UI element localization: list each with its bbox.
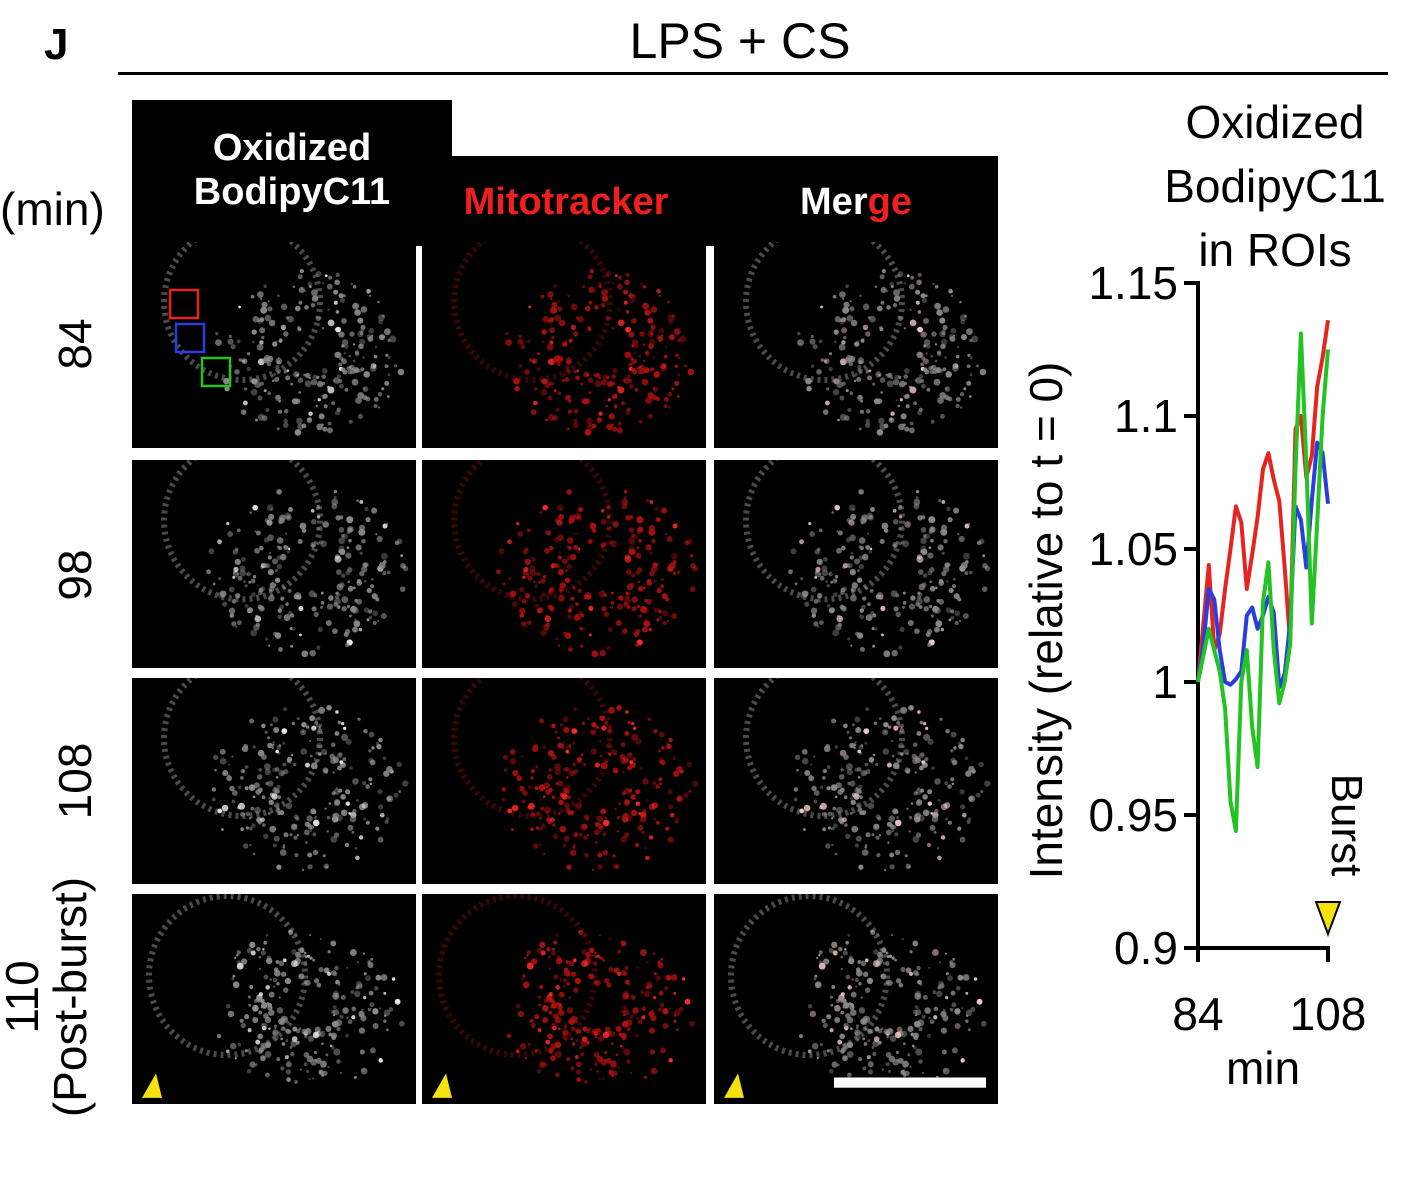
burst-arrowhead-icon [1314, 901, 1342, 937]
y-tick-label: 0.95 [1088, 789, 1178, 841]
row-label-98: 98 [49, 549, 101, 601]
y-tick-label: 0.9 [1114, 922, 1178, 974]
condition-divider [118, 72, 1388, 75]
y-tick-label: 1 [1152, 656, 1178, 708]
y-tick-label: 1.05 [1088, 523, 1178, 575]
burst-label: Burst [1322, 774, 1371, 877]
series-line-3 [1196, 331, 1330, 833]
x-tick-label: 84 [1172, 988, 1223, 1040]
scale-bar [834, 1077, 986, 1088]
plot-title-line2: BodipyC11 [1164, 160, 1386, 212]
x-tick-label: 108 [1290, 988, 1367, 1040]
column-header-merge-red: ge [867, 181, 912, 223]
column-header-merge: Merge [714, 180, 998, 224]
row-label-110: 110 [0, 960, 48, 1034]
micrograph-bodipy-108 [132, 678, 416, 884]
panel-letter: J [44, 20, 69, 69]
column-header-bodipy: Oxidized BodipyC11 [150, 126, 434, 214]
header-background-col23 [418, 156, 998, 246]
micrograph-mitotracker-110 [422, 894, 706, 1104]
condition-title: LPS + CS [629, 13, 851, 69]
micrograph-merge-84 [714, 242, 998, 448]
row-label-84: 84 [49, 318, 101, 370]
roi-box-1 [168, 288, 200, 320]
time-unit-label: (min) [0, 183, 105, 235]
burst-arrowhead-icon [432, 1073, 452, 1098]
roi-box-3 [200, 356, 232, 388]
x-axis-label: min [1226, 1042, 1300, 1094]
plot-title-line3: in ROIs [1198, 224, 1352, 276]
micrograph-grid [132, 242, 998, 1104]
burst-arrowhead-icon [724, 1073, 744, 1098]
column-header-mitotracker: Mitotracker [463, 181, 669, 223]
micrograph-merge-108 [714, 678, 998, 884]
y-axis-label: Intensity (relative to t = 0) [1020, 362, 1072, 880]
row-label-post-burst: (Post-burst) [44, 876, 96, 1118]
micrograph-bodipy-84 [132, 242, 416, 448]
y-tick-label: 1.15 [1088, 257, 1178, 309]
micrograph-bodipy-98 [132, 460, 416, 668]
burst-arrowhead-icon [142, 1073, 162, 1098]
micrograph-merge-98 [714, 460, 998, 668]
column-header-bodipy-line2: BodipyC11 [193, 171, 391, 213]
micrograph-merge-110 [714, 894, 998, 1104]
plot-title-line1: Oxidized [1185, 96, 1365, 148]
plot-title: Oxidized BodipyC11 in ROIs [1130, 90, 1405, 282]
micrograph-mitotracker-98 [422, 460, 706, 668]
column-header-merge-white: Mer [800, 181, 868, 223]
header-background-col1 [132, 100, 452, 246]
micrograph-bodipy-110 [132, 894, 416, 1104]
row-label-108: 108 [49, 742, 101, 820]
column-header-bodipy-line1: Oxidized [212, 127, 372, 169]
micrograph-mitotracker-84 [422, 242, 706, 448]
y-tick-label: 1.1 [1114, 390, 1178, 442]
roi-box-2 [174, 322, 206, 354]
row-label-110-post-burst: 110 (Post-burst) [0, 867, 96, 1127]
micrograph-mitotracker-108 [422, 678, 706, 884]
